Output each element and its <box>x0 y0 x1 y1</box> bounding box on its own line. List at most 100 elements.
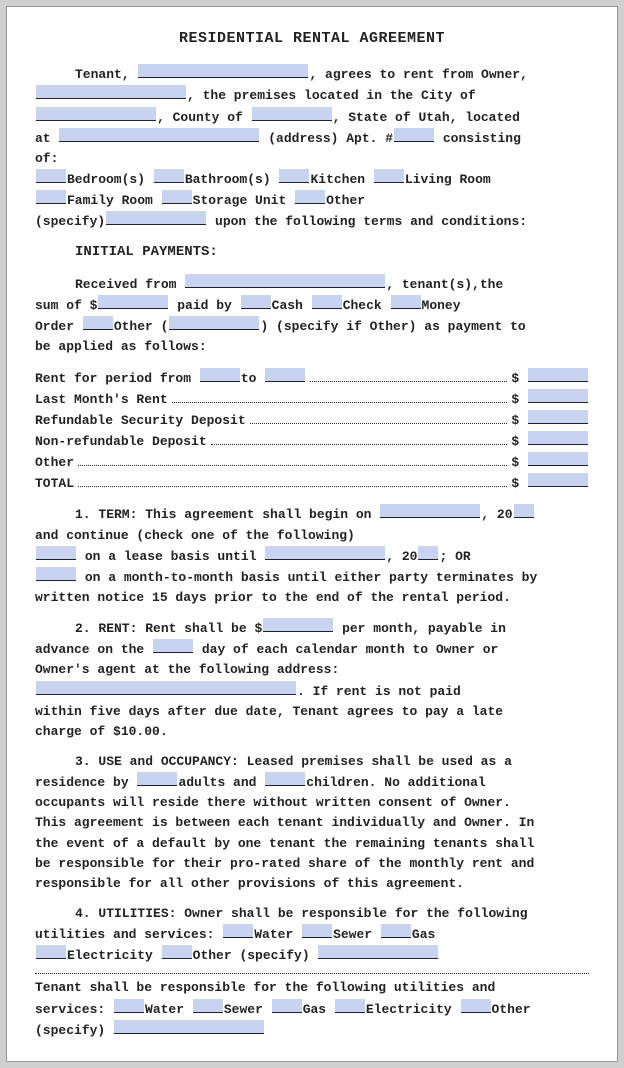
term1-block: 1. TERM: This agreement shall begin on ,… <box>35 504 589 608</box>
field-owner-address[interactable] <box>36 681 296 695</box>
label-tenant-elec: Electricity <box>366 1002 452 1017</box>
label-bathroom: Bathroom(s) <box>185 172 271 187</box>
dollar-6: $ <box>511 476 519 491</box>
field-tenant-elec[interactable] <box>335 999 365 1013</box>
field-bedroom-count[interactable] <box>36 169 66 183</box>
field-kitchen-check[interactable] <box>279 169 309 183</box>
field-adults[interactable] <box>137 772 177 786</box>
field-period-from[interactable] <box>200 368 240 382</box>
label-owner-water: Water <box>254 927 293 942</box>
field-owner-elec[interactable] <box>36 945 66 959</box>
tenant-util-a: Tenant shall be responsible for the foll… <box>35 980 495 995</box>
dollar-4: $ <box>511 434 519 449</box>
field-money-check[interactable] <box>391 295 421 309</box>
term3-h: be responsible for their pro-rated share… <box>35 856 534 871</box>
label-cash: Cash <box>272 298 303 313</box>
term2-f: . If rent is not paid <box>297 684 461 699</box>
term2-c: advance on the <box>35 642 144 657</box>
term4-block: 4. UTILITIES: Owner shall be responsible… <box>35 904 589 966</box>
field-other-specify[interactable] <box>106 211 206 225</box>
field-last-month-amt[interactable] <box>528 389 588 403</box>
term1-tail: written notice 15 days prior to the end … <box>35 590 511 605</box>
label-owner-sewer: Sewer <box>333 927 372 942</box>
label-check: Check <box>343 298 382 313</box>
field-other-pay-specify[interactable] <box>169 316 259 330</box>
field-other-room-check[interactable] <box>295 190 325 204</box>
field-month-check[interactable] <box>36 567 76 581</box>
term3-c: adults and <box>178 775 256 790</box>
term1-a: This agreement shall begin on <box>145 507 371 522</box>
field-owner-gas[interactable] <box>381 924 411 938</box>
field-owner-water[interactable] <box>223 924 253 938</box>
label-other-pay: Other ( <box>114 319 169 334</box>
label-kitchen: Kitchen <box>310 172 365 187</box>
nonrefundable-label: Non-refundable Deposit <box>35 432 207 452</box>
field-other-item-amt[interactable] <box>528 452 588 466</box>
field-owner-other-spec[interactable] <box>318 945 438 959</box>
field-period-to[interactable] <box>265 368 305 382</box>
field-family-check[interactable] <box>36 190 66 204</box>
payment-items-block: Rent for period from to $ Last Month's R… <box>35 368 589 495</box>
term3-d: children. No additional <box>306 775 485 790</box>
field-address[interactable] <box>59 128 259 142</box>
field-storage-check[interactable] <box>162 190 192 204</box>
term2-a: Rent shall be $ <box>145 621 262 636</box>
field-apt[interactable] <box>394 128 434 142</box>
term2-d: day of each calendar month to Owner or <box>202 642 498 657</box>
field-cash-check[interactable] <box>241 295 271 309</box>
field-owner-other[interactable] <box>162 945 192 959</box>
intro-l3b: , State of Utah, located <box>333 110 520 125</box>
field-bathroom-count[interactable] <box>154 169 184 183</box>
field-lease-until[interactable] <box>265 546 385 560</box>
refundable-label: Refundable Security Deposit <box>35 411 246 431</box>
term1-opt2: on a month-to-month basis until either p… <box>85 570 537 585</box>
field-living-check[interactable] <box>374 169 404 183</box>
field-children[interactable] <box>265 772 305 786</box>
tenant-util-b: services: <box>35 1002 105 1017</box>
field-term-begin-yr[interactable] <box>514 504 534 518</box>
rent-period-b: to <box>241 371 257 386</box>
field-rent-day[interactable] <box>153 639 193 653</box>
payments-applied: be applied as follows: <box>35 339 207 354</box>
field-tenant-water[interactable] <box>114 999 144 1013</box>
dots <box>211 435 508 445</box>
term1-opt1a: on a lease basis until <box>85 549 257 564</box>
term3-b: residence by <box>35 775 129 790</box>
term2-e: Owner's agent at the following address: <box>35 662 339 677</box>
field-refundable-amt[interactable] <box>528 410 588 424</box>
term3-g: the event of a default by one tenant the… <box>35 836 534 851</box>
label-money: Money <box>422 298 461 313</box>
field-rent-period-amt[interactable] <box>528 368 588 382</box>
field-rent-amount[interactable] <box>263 618 333 632</box>
field-total-amt[interactable] <box>528 473 588 487</box>
term2-block: 2. RENT: Rent shall be $ per month, paya… <box>35 618 589 742</box>
row-total: TOTAL $ <box>35 473 589 494</box>
field-tenant-sewer[interactable] <box>193 999 223 1013</box>
row-refundable: Refundable Security Deposit $ <box>35 410 589 431</box>
term4-b: utilities and services: <box>35 927 214 942</box>
field-tenant-other[interactable] <box>461 999 491 1013</box>
field-other-pay-check[interactable] <box>83 316 113 330</box>
field-county[interactable] <box>252 107 332 121</box>
term1-b: , 20 <box>481 507 512 522</box>
field-check-check[interactable] <box>312 295 342 309</box>
field-nonrefundable-amt[interactable] <box>528 431 588 445</box>
dollar-3: $ <box>511 413 519 428</box>
field-owner-sewer[interactable] <box>302 924 332 938</box>
field-received-from[interactable] <box>185 274 385 288</box>
field-tenant-other-spec[interactable] <box>114 1020 264 1034</box>
label-tenant-sewer: Sewer <box>224 1002 263 1017</box>
field-tenant-gas[interactable] <box>272 999 302 1013</box>
term1-opt1c: ; OR <box>439 549 470 564</box>
field-lease-check[interactable] <box>36 546 76 560</box>
field-city[interactable] <box>36 107 156 121</box>
field-sum[interactable] <box>98 295 168 309</box>
field-tenant-name[interactable] <box>138 64 308 78</box>
field-lease-until-yr[interactable] <box>418 546 438 560</box>
last-month-label: Last Month's Rent <box>35 390 168 410</box>
field-owner-name[interactable] <box>36 85 186 99</box>
term2-h: charge of $10.00. <box>35 724 168 739</box>
intro-l2a: , the premises located in the City of <box>187 88 476 103</box>
label-owner-elec: Electricity <box>67 948 153 963</box>
field-term-begin[interactable] <box>380 504 480 518</box>
